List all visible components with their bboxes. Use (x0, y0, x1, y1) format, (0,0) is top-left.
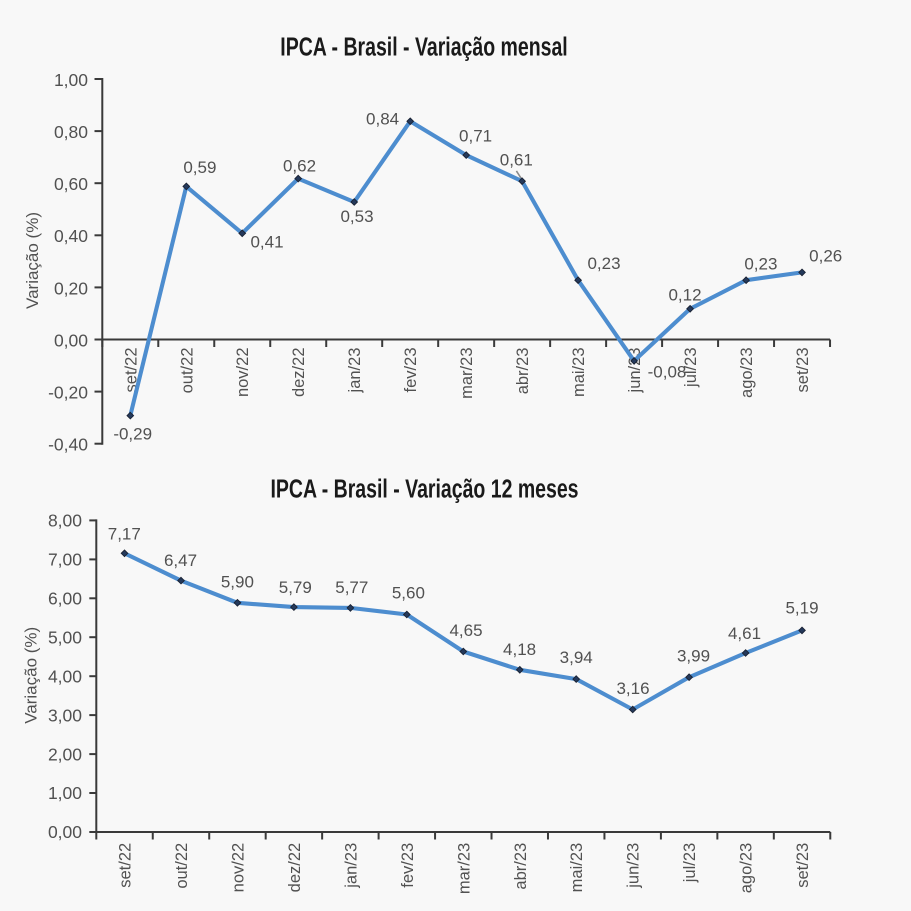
svg-text:mar/23: mar/23 (455, 843, 473, 894)
svg-text:5,90: 5,90 (221, 573, 254, 592)
svg-text:0,59: 0,59 (183, 158, 216, 177)
svg-text:0,61: 0,61 (500, 150, 533, 169)
svg-text:1,00: 1,00 (54, 70, 88, 90)
svg-text:0,53: 0,53 (340, 207, 373, 226)
svg-text:5,00: 5,00 (48, 628, 82, 648)
svg-text:5,77: 5,77 (335, 578, 368, 597)
svg-text:-0,40: -0,40 (48, 435, 88, 455)
svg-text:0,62: 0,62 (283, 156, 316, 175)
svg-text:5,19: 5,19 (785, 599, 818, 618)
svg-text:-0,08: -0,08 (648, 363, 687, 382)
svg-text:0,23: 0,23 (744, 255, 777, 274)
svg-text:4,61: 4,61 (728, 624, 761, 643)
svg-text:mai/23: mai/23 (568, 843, 586, 893)
svg-text:0,00: 0,00 (54, 330, 88, 350)
svg-text:5,60: 5,60 (392, 584, 425, 603)
svg-text:0,60: 0,60 (54, 174, 88, 194)
svg-text:set/23: set/23 (794, 843, 812, 888)
svg-text:ago/23: ago/23 (738, 348, 756, 398)
svg-text:set/22: set/22 (117, 843, 135, 888)
svg-text:4,00: 4,00 (48, 666, 82, 686)
svg-text:0,23: 0,23 (587, 254, 620, 273)
svg-text:0,12: 0,12 (668, 285, 701, 304)
svg-text:set/23: set/23 (794, 348, 812, 393)
svg-text:4,18: 4,18 (503, 640, 536, 659)
svg-text:ago/23: ago/23 (738, 843, 756, 893)
svg-text:fev/23: fev/23 (399, 843, 417, 888)
svg-text:abr/23: abr/23 (512, 843, 530, 890)
svg-text:1,00: 1,00 (48, 783, 82, 803)
svg-text:jul/23: jul/23 (681, 843, 699, 883)
svg-text:Variação (%): Variação (%) (23, 212, 42, 309)
svg-text:0,00: 0,00 (48, 822, 82, 842)
svg-text:-0,20: -0,20 (48, 383, 88, 403)
svg-text:mar/23: mar/23 (458, 348, 476, 399)
svg-text:4,65: 4,65 (449, 621, 482, 640)
svg-text:6,47: 6,47 (164, 551, 197, 570)
svg-text:7,00: 7,00 (48, 550, 82, 570)
svg-text:0,26: 0,26 (809, 246, 842, 265)
svg-text:set/22: set/22 (122, 348, 140, 393)
svg-text:IPCA - Brasil - Variação 12 me: IPCA - Brasil - Variação 12 meses (270, 474, 578, 503)
svg-text:0,41: 0,41 (250, 233, 283, 252)
svg-text:jun/23: jun/23 (625, 843, 643, 889)
svg-text:fev/23: fev/23 (402, 348, 420, 393)
svg-text:IPCA - Brasil - Variação mensa: IPCA - Brasil - Variação mensal (280, 32, 567, 61)
svg-text:0,40: 0,40 (54, 226, 88, 246)
svg-text:0,20: 0,20 (54, 278, 88, 298)
svg-text:jul/23: jul/23 (682, 348, 700, 388)
svg-text:out/22: out/22 (178, 348, 196, 394)
svg-text:3,00: 3,00 (48, 705, 82, 725)
svg-text:jan/23: jan/23 (346, 348, 364, 394)
svg-text:0,80: 0,80 (54, 122, 88, 142)
svg-text:nov/22: nov/22 (229, 843, 247, 893)
svg-text:-0,29: -0,29 (113, 425, 152, 444)
svg-text:jan/23: jan/23 (342, 843, 360, 889)
svg-text:0,71: 0,71 (459, 127, 492, 146)
svg-text:3,94: 3,94 (560, 648, 593, 667)
svg-text:0,84: 0,84 (366, 110, 399, 129)
svg-text:out/22: out/22 (173, 843, 191, 889)
svg-text:dez/22: dez/22 (286, 843, 304, 893)
svg-text:7,17: 7,17 (108, 525, 141, 544)
svg-text:dez/22: dez/22 (290, 348, 308, 398)
svg-text:3,16: 3,16 (616, 679, 649, 698)
svg-text:mai/23: mai/23 (570, 348, 588, 398)
svg-text:8,00: 8,00 (48, 511, 82, 531)
svg-text:2,00: 2,00 (48, 744, 82, 764)
svg-text:6,00: 6,00 (48, 589, 82, 609)
svg-text:abr/23: abr/23 (514, 348, 532, 395)
svg-text:3,99: 3,99 (677, 647, 710, 666)
svg-text:nov/22: nov/22 (234, 348, 252, 398)
svg-text:Variação (%): Variação (%) (22, 627, 41, 724)
svg-text:5,79: 5,79 (279, 578, 312, 597)
